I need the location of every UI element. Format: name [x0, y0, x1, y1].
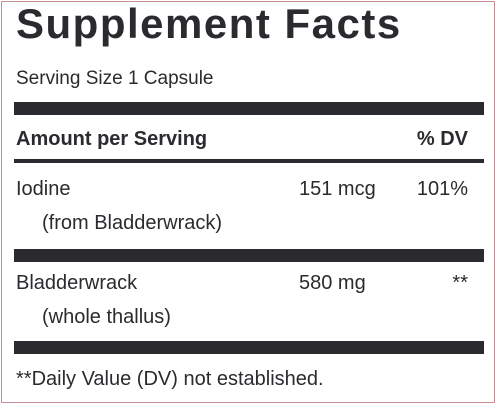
footnote: **Daily Value (DV) not established. — [16, 368, 324, 390]
nutrient-dv-iodine: 101% — [416, 178, 468, 200]
serving-size: Serving Size 1 Capsule — [16, 68, 214, 89]
panel-title: Supplement Facts — [16, 0, 402, 47]
dv-header: % DV — [416, 128, 468, 150]
nutrient-name-bladderwrack: Bladderwrack — [16, 272, 138, 294]
nutrient-dv-bladderwrack: ** — [452, 272, 468, 294]
nutrient-source-iodine: (from Bladderwrack) — [42, 212, 223, 234]
nutrient-source-bladderwrack: (whole thallus) — [42, 306, 171, 328]
nutrient-amount-iodine: 151 mcg — [299, 178, 376, 200]
nutrient-amount-bladderwrack: 580 mg — [299, 272, 366, 294]
amount-per-serving-header: Amount per Serving — [16, 128, 208, 150]
divider-thick-bottom — [14, 341, 484, 354]
divider-thin-header — [14, 159, 484, 163]
divider-thick-middle — [14, 249, 484, 262]
nutrient-name-iodine: Iodine — [16, 178, 71, 200]
divider-thick-top — [14, 102, 484, 115]
